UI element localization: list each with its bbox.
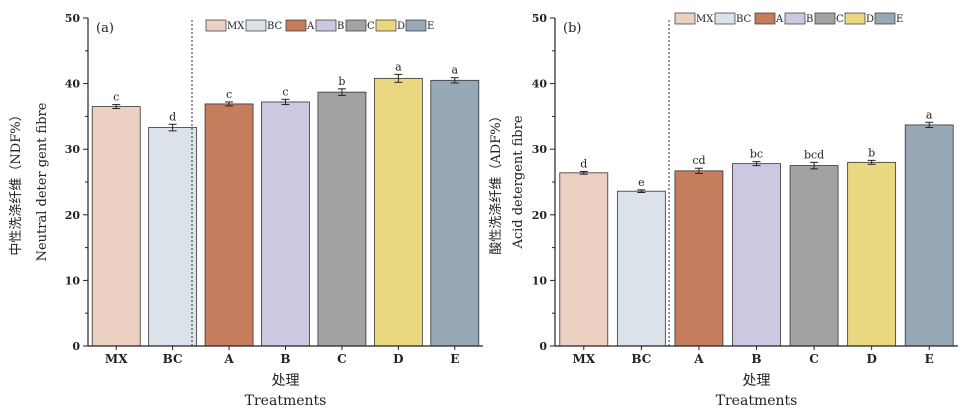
y-tick-label: 40 [65,78,81,91]
legend-label-D: D [397,21,405,32]
panel-label: (b) [563,21,581,36]
bar-C [789,165,839,347]
legend-label-C: C [367,21,375,32]
legend-label-B: B [806,14,813,25]
legend-label-E: E [427,21,434,32]
significance-label-A: cd [692,154,705,167]
bar-MX [91,106,141,347]
legend-swatch-E [405,19,427,32]
significance-label-BC: d [169,110,176,123]
x-axis-label-en: Treatments [245,393,327,409]
x-tick-label-C: C [337,352,347,366]
x-axis-label-cn: 处理 [272,373,300,389]
panel-label: (a) [96,21,114,36]
y-axis-label-en: Acid detergent fibre [511,115,526,249]
legend-swatch-A [285,19,307,32]
y-axis-label-en: Neutral deter gent fibre [35,102,50,261]
x-tick-label-B: B [280,352,290,366]
bar-A [204,103,254,347]
x-tick-label-BC: BC [631,352,651,366]
significance-label-MX: d [580,158,587,171]
bar-BC [148,127,198,347]
x-tick-label-A: A [223,352,234,366]
legend-label-BC: BC [736,14,752,25]
bar-E [430,79,480,347]
legend-swatch-C [345,19,367,32]
x-tick-label-C: C [809,352,819,366]
significance-label-B: c [282,85,288,98]
legend-swatch-B [315,19,337,32]
legend-label-A: A [306,21,315,32]
bar-B [732,163,781,347]
x-tick-label-MX: MX [572,352,595,366]
x-tick-label-D: D [866,352,876,366]
x-tick-label-A: A [693,352,704,366]
bar-A [674,170,724,347]
legend-swatch-E [874,12,896,25]
bar-B [261,101,310,347]
significance-label-E: a [452,64,459,77]
y-tick-label: 40 [532,78,548,91]
legend-label-MX: MX [696,14,714,25]
legend-label-C: C [836,14,844,25]
legend-label-B: B [337,21,344,32]
y-tick-label: 0 [539,340,547,353]
significance-label-B: bc [750,148,763,161]
y-tick-label: 50 [65,12,81,25]
y-axis-label-cn: 中性洗涤纤维（NDF%） [9,108,24,255]
y-tick-label: 0 [72,340,80,353]
significance-label-C: bcd [804,148,824,161]
x-axis-label-cn: 处理 [743,373,771,389]
legend-label-E: E [896,14,903,25]
bar-BC [616,190,666,347]
x-tick-label-E: E [925,352,934,366]
significance-label-A: c [226,88,232,101]
legend-swatch-D [844,12,866,25]
legend-swatch-MX [205,19,227,32]
bar-D [373,77,423,347]
significance-label-D: b [868,146,875,159]
legend-label-D: D [866,14,874,25]
legend-swatch-BC [714,12,736,25]
y-tick-label: 20 [532,209,548,222]
x-tick-label-D: D [393,352,403,366]
y-tick-label: 50 [532,12,548,25]
x-tick-label-E: E [450,352,459,366]
bar-MX [559,172,609,347]
x-tick-label-MX: MX [105,352,128,366]
significance-label-D: a [395,60,402,73]
y-tick-label: 30 [65,143,81,156]
legend-label-MX: MX [227,21,245,32]
significance-label-MX: c [113,91,119,104]
legend-swatch-MX [674,12,696,25]
x-tick-label-BC: BC [163,352,183,366]
legend-label-A: A [775,14,784,25]
bar-D [847,161,897,347]
legend-swatch-A [754,12,776,25]
y-axis-label-cn: 酸性洗涤纤维（ADF%） [489,109,504,254]
y-tick-label: 10 [532,274,548,287]
x-tick-label-B: B [751,352,761,366]
bar-C [317,91,367,347]
x-axis-label-en: Treatments [716,393,798,409]
legend-swatch-B [784,12,806,25]
y-tick-label: 30 [532,143,548,156]
legend-label-BC: BC [267,21,283,32]
bar-E [904,124,954,347]
legend-swatch-D [375,19,397,32]
significance-label-C: b [338,75,345,88]
legend-swatch-C [814,12,836,25]
legend-swatch-BC [245,19,267,32]
significance-label-BC: e [638,176,645,189]
y-tick-label: 10 [65,274,81,287]
significance-label-E: a [926,108,933,121]
y-tick-label: 20 [65,209,81,222]
